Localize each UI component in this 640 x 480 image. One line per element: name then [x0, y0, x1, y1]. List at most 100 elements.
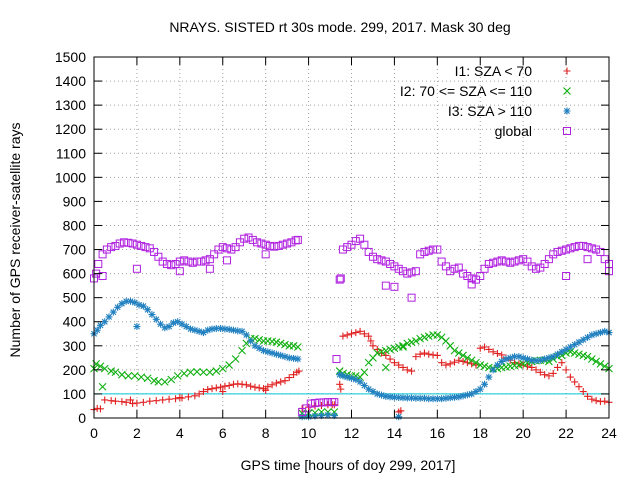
- data-point: [285, 354, 293, 362]
- data-point: [255, 384, 263, 392]
- data-point: [463, 353, 472, 362]
- data-point: [225, 382, 233, 390]
- x-tick-label: 4: [176, 425, 184, 441]
- data-point: [319, 398, 328, 407]
- data-point: [281, 353, 289, 361]
- data-point: [545, 354, 553, 362]
- data-point: [390, 262, 399, 271]
- data-point: [420, 349, 428, 357]
- data-point: [126, 396, 134, 404]
- data-point: [420, 247, 429, 256]
- data-point: [332, 355, 341, 364]
- data-point: [356, 234, 365, 243]
- data-point: [96, 321, 104, 329]
- data-point: [493, 364, 502, 373]
- data-point: [407, 293, 416, 302]
- data-point: [157, 320, 165, 328]
- data-point: [212, 384, 220, 392]
- data-point: [579, 336, 587, 344]
- data-point: [277, 351, 285, 359]
- data-point: [311, 399, 320, 408]
- data-point: [100, 364, 109, 373]
- data-point: [251, 342, 259, 350]
- data-point: [579, 351, 588, 360]
- data-point: [154, 252, 163, 261]
- data-point: [139, 302, 147, 310]
- data-point: [217, 324, 225, 332]
- data-point: [137, 241, 146, 250]
- data-point: [601, 397, 609, 405]
- data-point: [378, 391, 386, 399]
- data-point: [395, 413, 403, 421]
- data-point: [373, 255, 382, 264]
- data-point: [574, 241, 583, 250]
- x-tick-label: 0: [90, 425, 98, 441]
- data-point: [472, 388, 480, 396]
- data-point: [514, 361, 523, 369]
- data-point: [399, 343, 407, 351]
- data-point: [416, 350, 424, 358]
- data-point: [386, 355, 394, 363]
- data-point: [214, 245, 223, 254]
- data-point: [587, 355, 596, 363]
- data-point: [205, 264, 214, 273]
- data-point: [463, 391, 471, 399]
- data-point: [195, 327, 203, 335]
- data-point: [390, 393, 398, 401]
- data-point: [293, 343, 302, 351]
- data-point: [601, 327, 609, 335]
- data-point: [247, 382, 255, 390]
- data-point: [165, 395, 173, 403]
- data-point: [193, 257, 201, 266]
- data-point: [274, 241, 283, 250]
- data-point: [124, 238, 133, 247]
- data-point: [172, 395, 180, 403]
- data-point: [264, 348, 272, 356]
- data-point: [221, 325, 229, 333]
- data-point: [165, 323, 173, 331]
- data-point: [403, 394, 411, 402]
- data-point: [205, 255, 214, 264]
- y-tick-label: 1400: [55, 73, 86, 89]
- x-tick-label: 8: [262, 425, 270, 441]
- data-point: [493, 257, 502, 266]
- data-point: [281, 377, 289, 385]
- data-point: [588, 331, 596, 339]
- data-point: [98, 250, 107, 259]
- data-point: [549, 353, 557, 361]
- y-tick-label: 1000: [55, 169, 86, 185]
- data-point: [343, 373, 351, 381]
- data-point: [212, 324, 220, 332]
- x-tick-label: 22: [558, 425, 574, 441]
- data-point: [133, 399, 141, 407]
- data-point: [523, 257, 532, 266]
- data-point: [377, 347, 386, 356]
- data-point: [111, 397, 119, 405]
- data-point: [399, 394, 407, 402]
- data-point: [139, 398, 147, 406]
- data-point: [356, 327, 364, 335]
- data-point: [596, 329, 604, 337]
- data-point: [169, 319, 177, 327]
- data-point: [323, 398, 332, 407]
- data-point: [128, 239, 137, 248]
- data-point: [489, 258, 498, 267]
- data-point: [330, 401, 338, 409]
- data-point: [506, 258, 515, 267]
- data-point: [133, 323, 141, 331]
- data-point: [438, 395, 446, 403]
- data-point: [407, 268, 416, 277]
- data-point: [176, 394, 184, 402]
- data-point: [146, 397, 154, 405]
- data-point: [451, 393, 458, 401]
- data-point: [115, 239, 124, 248]
- data-point: [242, 381, 250, 389]
- data-point: [438, 359, 446, 367]
- data-point: [167, 375, 176, 384]
- data-point: [348, 330, 355, 338]
- data-point: [238, 327, 246, 335]
- data-point: [182, 323, 190, 331]
- data-point: [420, 333, 429, 342]
- y-tick-label: 600: [63, 266, 87, 282]
- data-point: [596, 247, 605, 256]
